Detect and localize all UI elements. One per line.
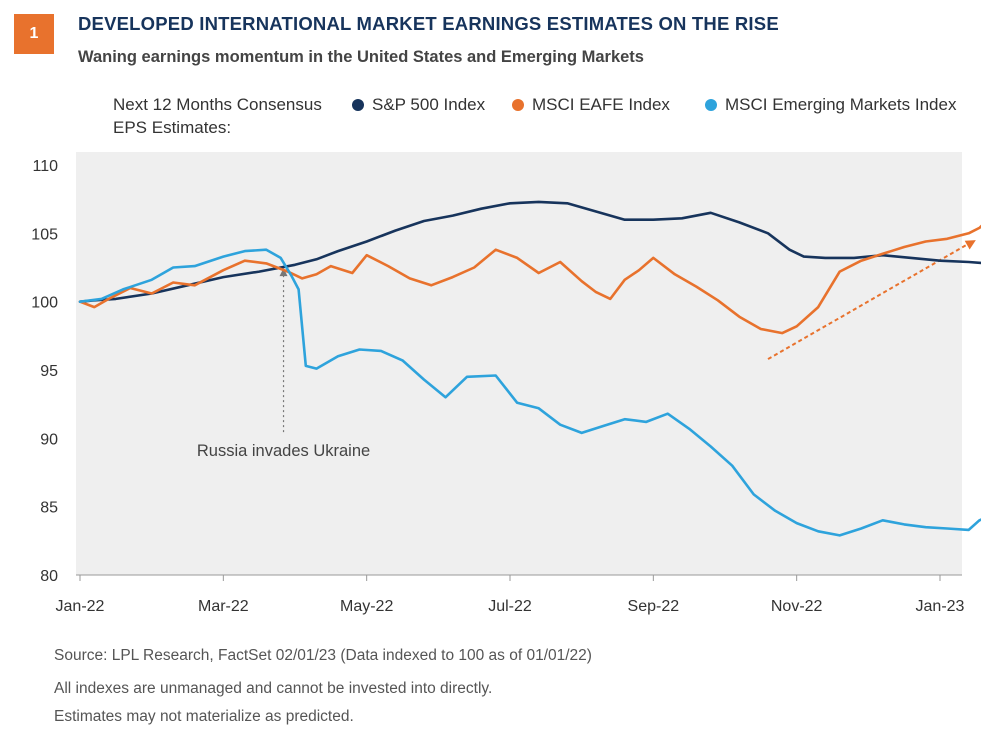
y-tick-label: 80 <box>40 568 58 585</box>
x-tick-label: Jul-22 <box>488 598 532 615</box>
x-tick-label: Mar-22 <box>198 598 249 615</box>
plot-area <box>76 152 962 575</box>
series-line-sp500 <box>78 200 981 304</box>
annotation-arrowhead-icon <box>279 268 288 277</box>
y-tick-label: 85 <box>40 500 58 517</box>
legend-item-eafe: MSCI EAFE Index <box>512 93 670 116</box>
legend-label-sp500: S&P 500 Index <box>372 95 486 114</box>
legend-item-sp500: S&P 500 Index <box>352 93 485 116</box>
annotation-layer: Russia invades Ukraine <box>197 240 976 460</box>
chart-title: DEVELOPED INTERNATIONAL MARKET EARNINGS … <box>78 13 779 34</box>
legend-dot-eafe-icon <box>512 98 524 111</box>
figure-number-badge: 1 <box>14 14 54 54</box>
y-axis: 80 85 90 95 100 105 110 <box>31 158 58 585</box>
series-layer <box>78 200 981 537</box>
legend-dot-sp500-icon <box>352 98 364 111</box>
chart-subtitle: Waning earnings momentum in the United S… <box>78 48 644 66</box>
y-tick-label: 90 <box>40 431 58 448</box>
legend-dot-em-icon <box>705 98 717 111</box>
x-tick-label: Sep-22 <box>628 598 680 615</box>
trend-arrowhead-icon <box>964 240 976 250</box>
x-axis: Jan-22 Mar-22 May-22 Jul-22 Sep-22 Nov-22 Jan-… <box>56 575 965 615</box>
y-tick-label: 105 <box>31 226 58 243</box>
y-tick-label: 95 <box>40 363 58 380</box>
disclaimer-note-1: All indexes are unmanaged and cannot be … <box>54 680 493 697</box>
y-tick-label: 110 <box>32 158 58 175</box>
trend-arrow-line <box>767 243 969 360</box>
disclaimer-note-2: Estimates may not materialize as predict… <box>54 708 354 725</box>
x-tick-label: Nov-22 <box>771 598 823 615</box>
x-tick-label: Jan-23 <box>916 598 965 615</box>
series-line-eafe <box>78 224 981 335</box>
series-line-em <box>78 248 981 537</box>
legend-label-em: MSCI Emerging Markets Index <box>725 95 957 114</box>
x-tick-label: May-22 <box>340 598 393 615</box>
x-tick-label: Jan-22 <box>56 598 105 615</box>
y-tick-label: 100 <box>31 295 58 312</box>
legend-item-em: MSCI Emerging Markets Index <box>705 93 956 116</box>
legend-label-eafe: MSCI EAFE Index <box>532 95 670 114</box>
source-note: Source: LPL Research, FactSet 02/01/23 (… <box>54 647 592 664</box>
annotation-label: Russia invades Ukraine <box>197 442 370 460</box>
legend-lead-text: Next 12 Months Consensus EPS Estimates: <box>113 95 322 137</box>
